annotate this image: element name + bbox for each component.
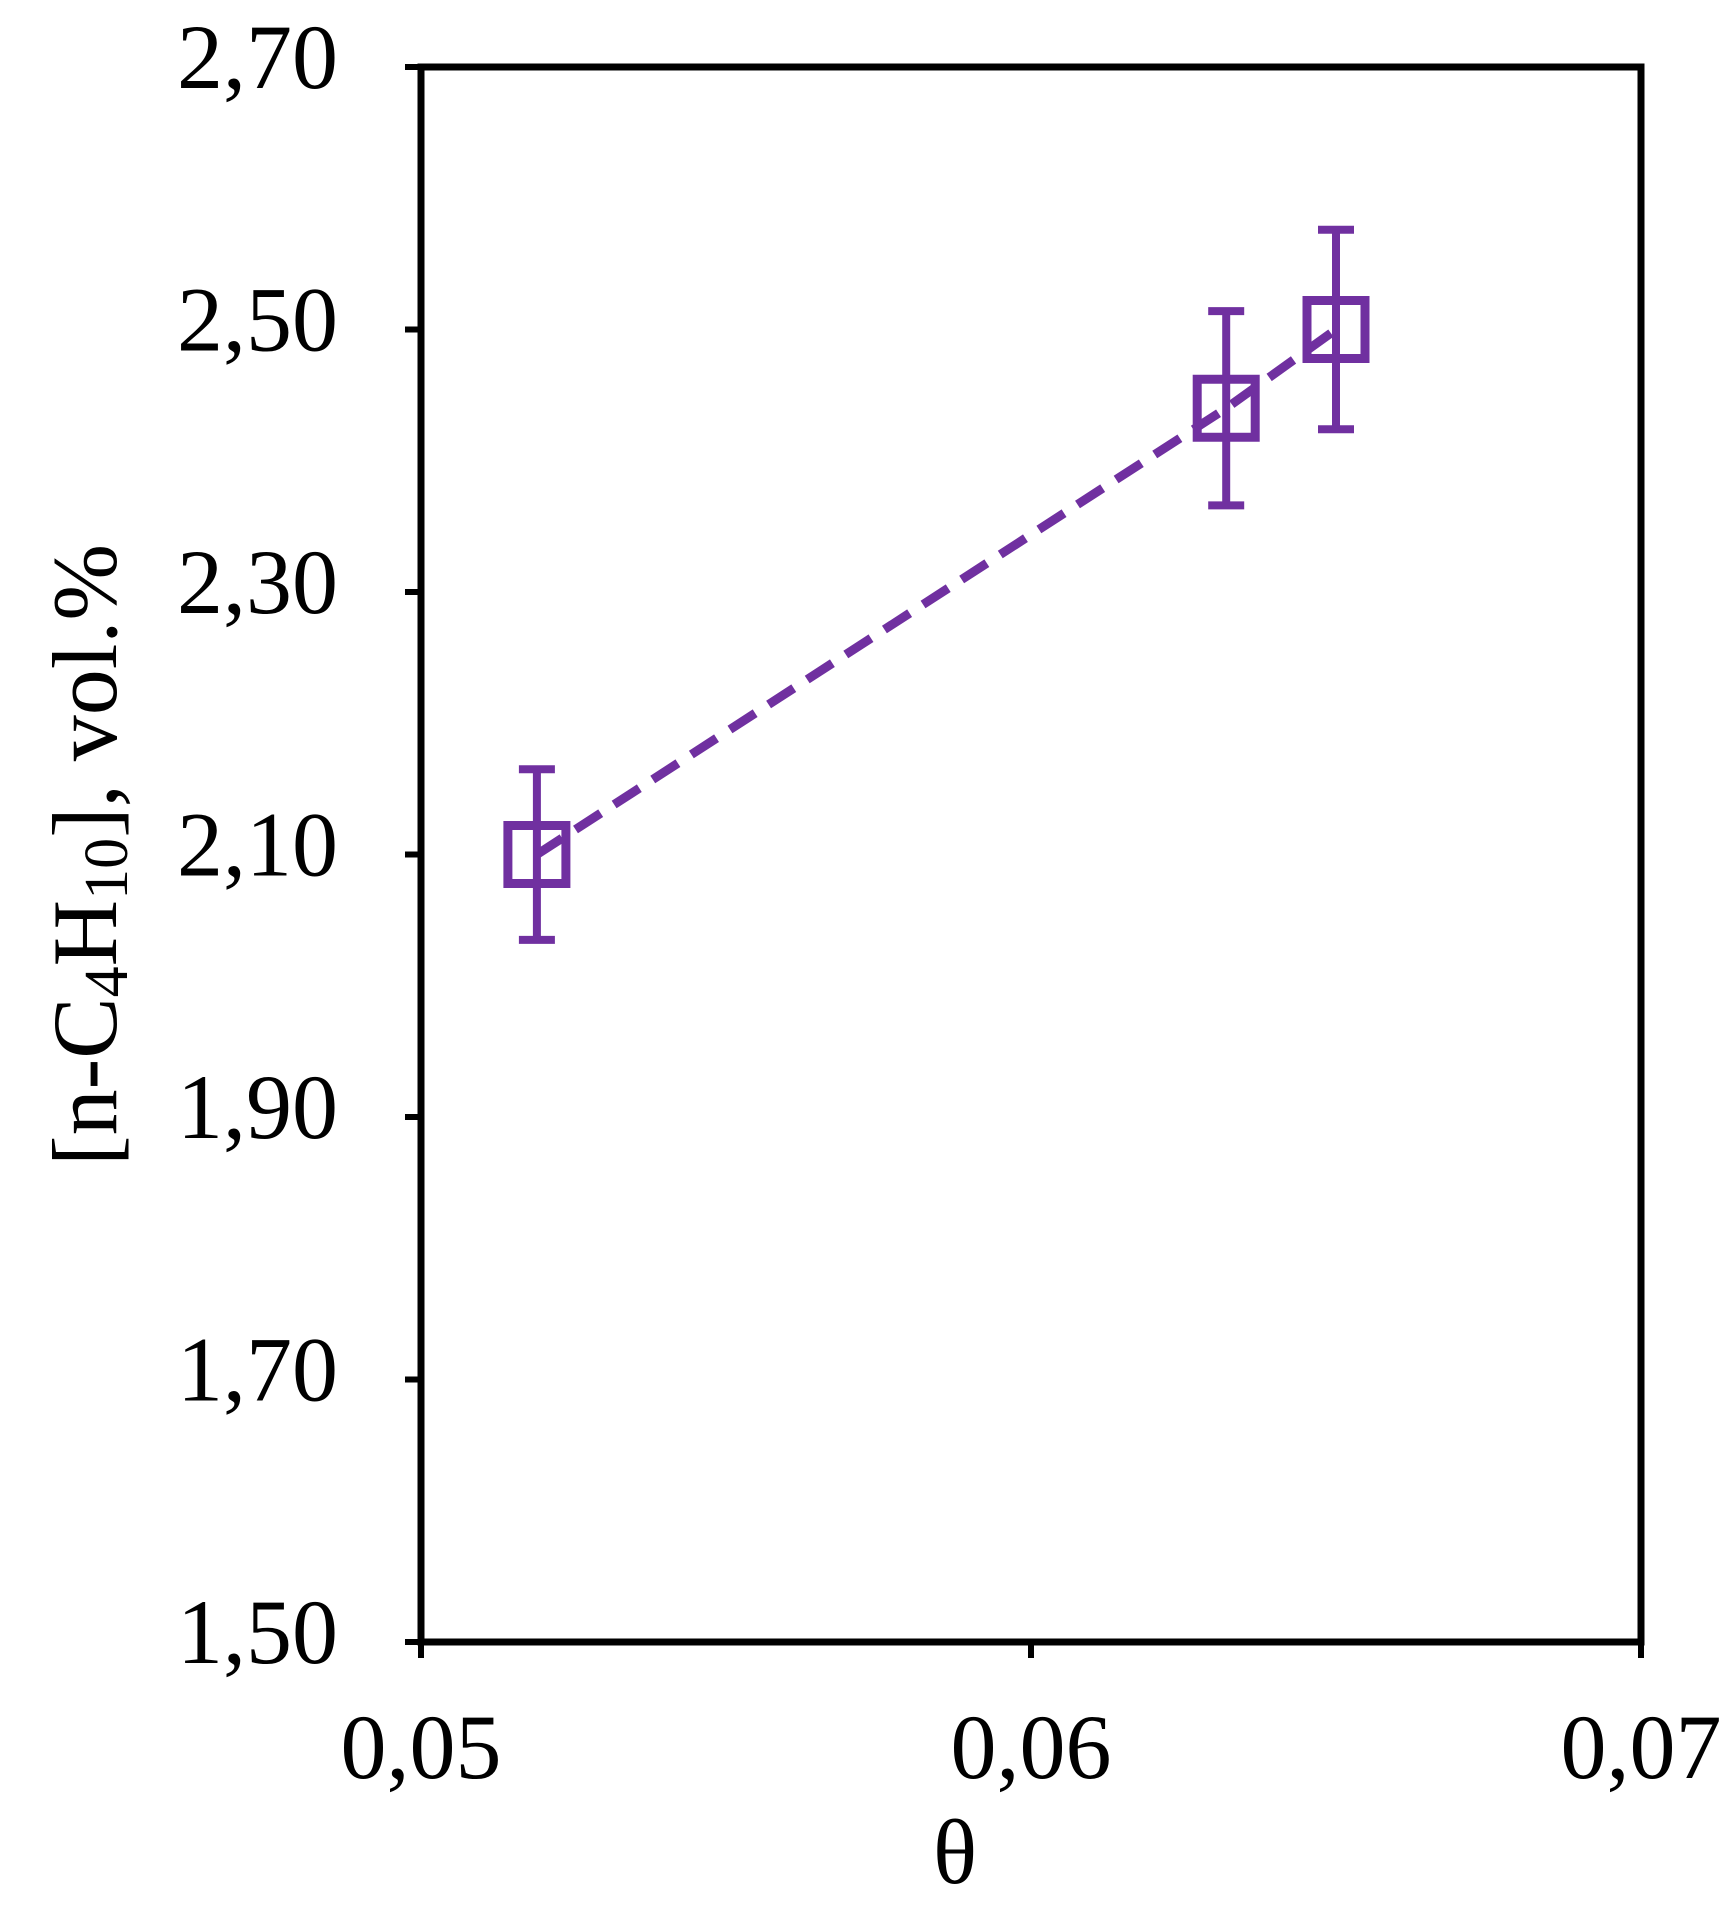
y-tick-label: 1,50 [177,1581,338,1683]
x-tick-label: 0,05 [341,1696,502,1798]
marker [1192,374,1260,442]
marker [1302,296,1370,363]
trend-line [534,325,1339,859]
y-axis-label: [n-C4H10], vol.% [34,544,141,1166]
y-tick-label: 2,30 [177,531,338,633]
x-tick-label: 0,06 [951,1696,1112,1798]
y-tick-label: 1,70 [177,1319,338,1421]
plot-frame [417,63,1645,1646]
y-tick-label: 2,50 [177,269,338,371]
y-tick-label: 2,70 [177,6,338,108]
marker [503,821,571,888]
x-tick-label: 0,07 [1561,1696,1722,1798]
y-tick-label: 1,90 [177,1056,338,1158]
x-axis-label: θ [933,1801,977,1903]
y-tick-label: 2,10 [177,794,338,896]
